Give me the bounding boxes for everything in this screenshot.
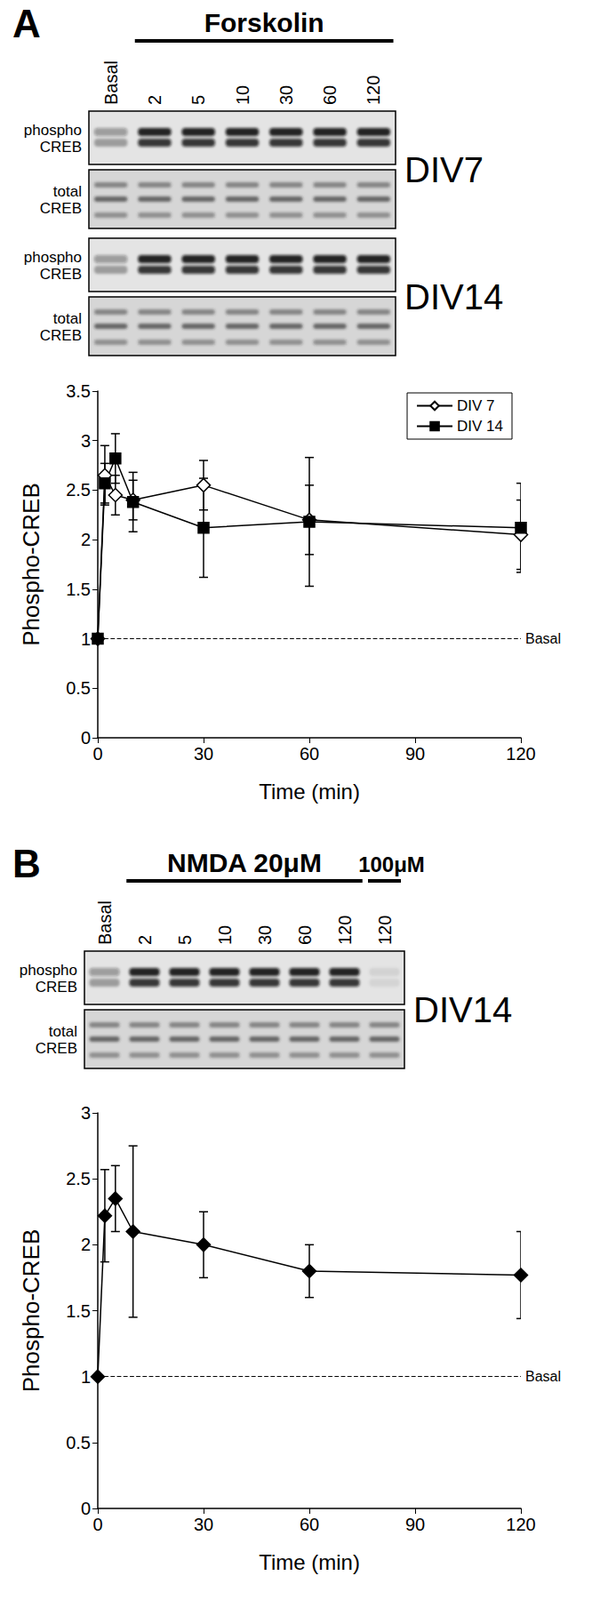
- svg-text:0: 0: [80, 1498, 91, 1519]
- svg-text:Forskolin: Forskolin: [204, 8, 325, 38]
- svg-text:Phospho-CREB: Phospho-CREB: [17, 1229, 45, 1393]
- svg-text:phosphoCREB: phosphoCREB: [24, 248, 82, 283]
- svg-text:phosphoCREB: phosphoCREB: [24, 121, 82, 156]
- svg-text:3: 3: [80, 1103, 91, 1123]
- svg-text:Basal: Basal: [101, 60, 121, 105]
- svg-text:NMDA 20μM: NMDA 20μM: [167, 848, 322, 878]
- svg-text:30: 30: [255, 925, 275, 945]
- svg-text:10: 10: [232, 85, 253, 105]
- svg-text:Basal: Basal: [525, 631, 561, 647]
- svg-text:100μM: 100μM: [358, 852, 425, 877]
- svg-text:0.5: 0.5: [65, 678, 91, 698]
- svg-text:90: 90: [405, 1514, 425, 1535]
- svg-text:3: 3: [80, 431, 91, 451]
- svg-text:3.5: 3.5: [65, 381, 91, 401]
- svg-text:30: 30: [193, 744, 214, 764]
- svg-text:DIV 7: DIV 7: [456, 397, 496, 415]
- svg-text:2: 2: [135, 935, 155, 945]
- svg-text:120: 120: [363, 75, 384, 105]
- svg-text:1.5: 1.5: [65, 1301, 91, 1321]
- svg-text:10: 10: [215, 925, 235, 945]
- svg-text:0.5: 0.5: [65, 1432, 91, 1453]
- svg-text:1.5: 1.5: [65, 579, 91, 600]
- svg-text:A: A: [12, 1, 41, 46]
- svg-text:0: 0: [80, 728, 91, 748]
- svg-text:totalCREB: totalCREB: [35, 1023, 78, 1057]
- svg-text:totalCREB: totalCREB: [40, 310, 82, 344]
- svg-text:B: B: [12, 841, 41, 886]
- svg-text:DIV7: DIV7: [404, 150, 484, 190]
- svg-text:2: 2: [144, 95, 165, 105]
- svg-text:Time (min): Time (min): [258, 779, 360, 804]
- svg-text:120: 120: [505, 1514, 536, 1535]
- svg-text:30: 30: [276, 85, 296, 105]
- svg-text:5: 5: [188, 95, 208, 105]
- svg-text:5: 5: [175, 935, 195, 945]
- svg-text:0: 0: [92, 744, 103, 764]
- svg-text:120: 120: [505, 744, 536, 764]
- svg-text:30: 30: [193, 1514, 214, 1535]
- svg-text:totalCREB: totalCREB: [40, 183, 82, 217]
- svg-text:Time (min): Time (min): [258, 1550, 360, 1575]
- svg-text:Basal: Basal: [525, 1368, 561, 1384]
- svg-text:60: 60: [299, 744, 320, 764]
- svg-text:DIV 14: DIV 14: [456, 417, 504, 435]
- svg-text:60: 60: [295, 925, 315, 945]
- svg-text:60: 60: [320, 85, 340, 105]
- svg-text:Phospho-CREB: Phospho-CREB: [17, 482, 45, 647]
- svg-text:DIV14: DIV14: [404, 277, 504, 317]
- svg-text:phosphoCREB: phosphoCREB: [19, 961, 78, 996]
- svg-text:Basal: Basal: [95, 900, 115, 945]
- svg-text:120: 120: [375, 915, 395, 945]
- svg-text:0: 0: [92, 1514, 103, 1535]
- svg-text:90: 90: [405, 744, 425, 764]
- svg-text:2.5: 2.5: [65, 480, 91, 500]
- svg-text:2: 2: [80, 1234, 91, 1255]
- svg-text:DIV14: DIV14: [413, 990, 512, 1030]
- svg-text:60: 60: [299, 1514, 320, 1535]
- svg-text:1: 1: [80, 1367, 91, 1387]
- svg-text:2.5: 2.5: [65, 1168, 91, 1189]
- svg-text:120: 120: [335, 915, 355, 945]
- svg-text:1: 1: [80, 629, 91, 649]
- svg-text:2: 2: [80, 529, 91, 550]
